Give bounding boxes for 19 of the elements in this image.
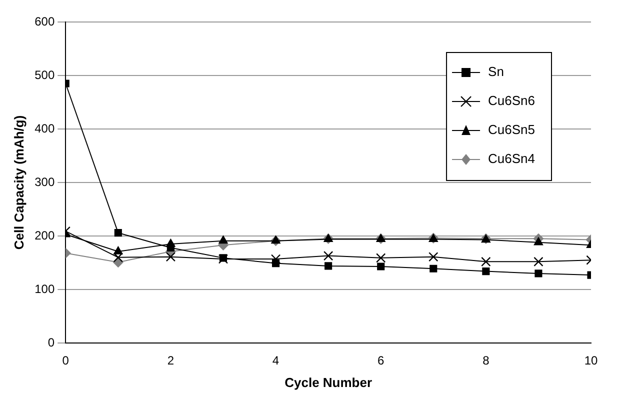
y-tick-label: 300 xyxy=(34,174,55,189)
y-axis-title: Cell Capacity (mAh/g) xyxy=(11,115,26,250)
y-tick-label: 0 xyxy=(48,335,55,350)
x-tick-label: 10 xyxy=(584,354,598,368)
x-tick-label: 0 xyxy=(62,354,70,368)
legend-label: Cu6Sn4 xyxy=(488,151,536,166)
x-axis-title: Cycle Number xyxy=(284,374,372,390)
x-tick-label: 8 xyxy=(482,354,490,368)
legend-label: Cu6Sn5 xyxy=(488,122,536,138)
x-tick-label: 4 xyxy=(272,354,280,368)
legend-label: Cu6Sn6 xyxy=(488,93,536,108)
y-tick-label: 600 xyxy=(34,14,55,28)
x-tick-label: 6 xyxy=(378,354,385,368)
x-tick-label: 2 xyxy=(167,354,174,368)
y-tick-label: 400 xyxy=(34,121,55,136)
y-tick-label: 500 xyxy=(34,68,55,82)
y-tick-label: 200 xyxy=(34,228,55,242)
y-tick-label: 100 xyxy=(34,282,55,296)
legend-label: Sn xyxy=(488,64,504,80)
